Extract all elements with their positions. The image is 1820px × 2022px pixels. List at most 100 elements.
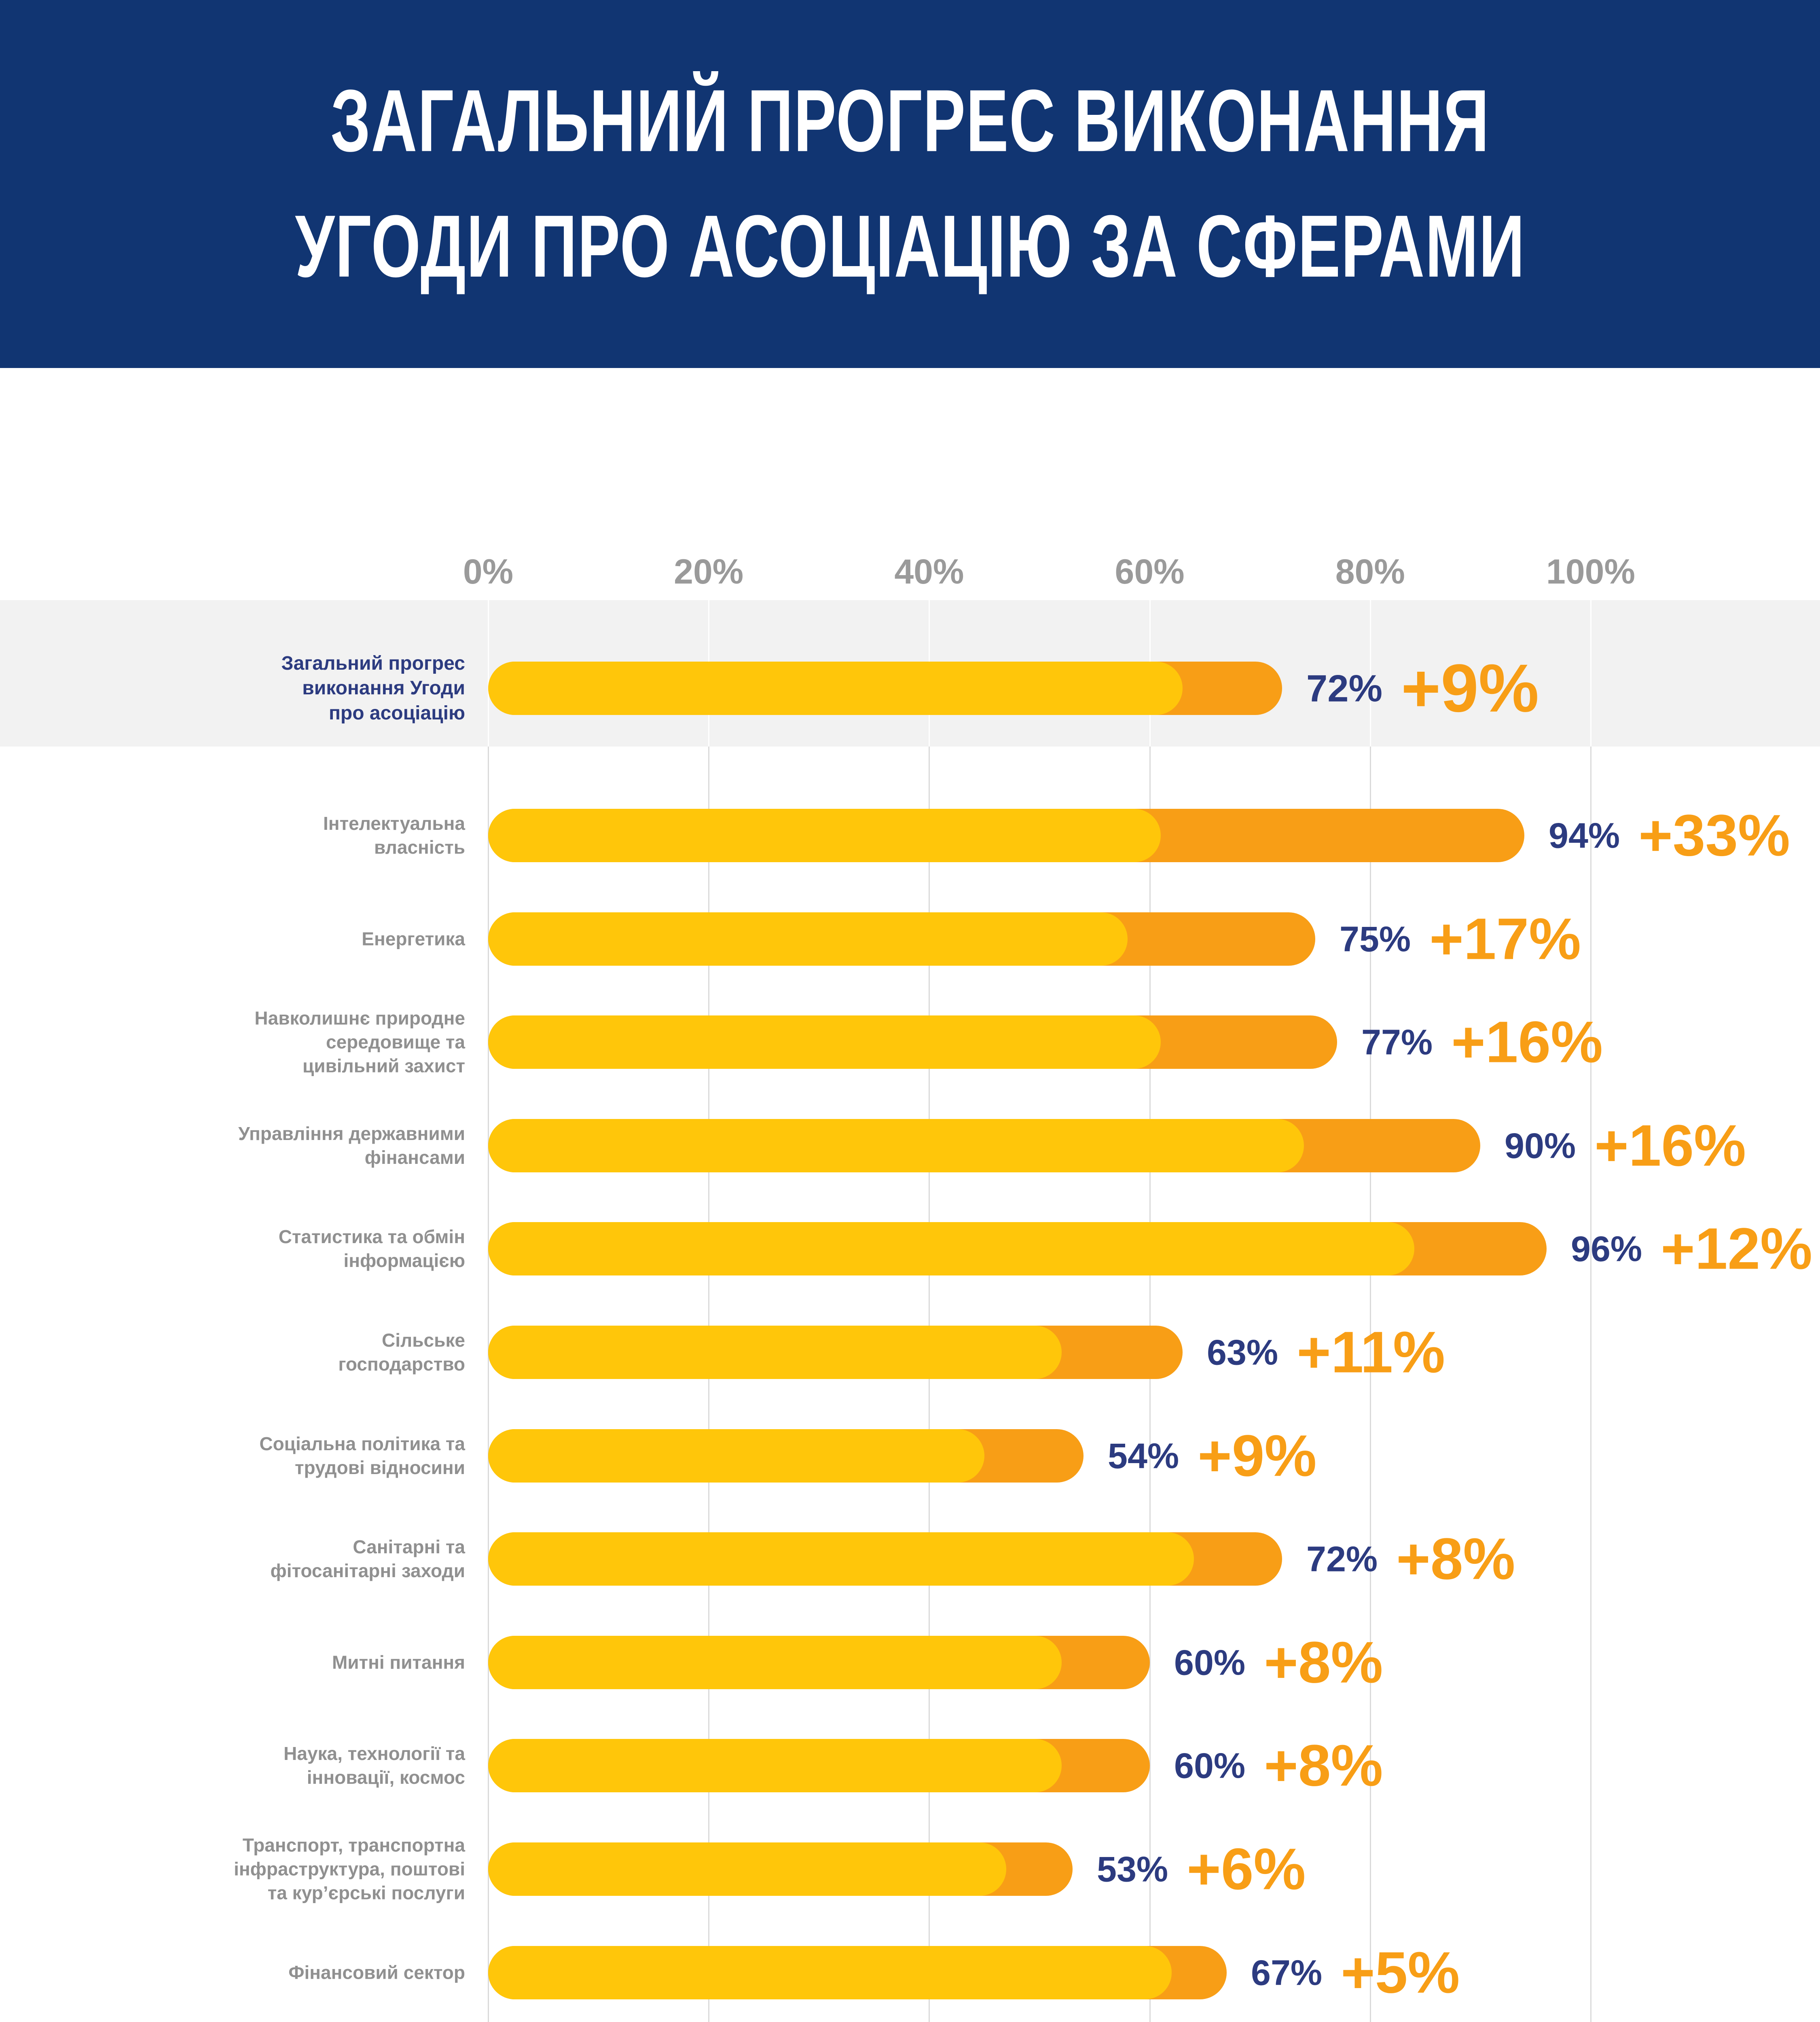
row-values: 94% +33% [1549, 802, 1790, 869]
bar-progress-segment [488, 1119, 1304, 1172]
bar-progress-segment [488, 809, 1161, 862]
delta-label: +8% [1264, 1629, 1383, 1695]
row-bar [488, 1222, 1591, 1275]
bar-progress-segment [488, 1222, 1414, 1275]
bar-progress-segment [488, 1946, 1172, 1999]
row-label: Сільське господарство [338, 1330, 465, 1375]
row-label: Санітарні та фітосанітарні заходи [270, 1536, 465, 1581]
delta-label: +12% [1661, 1216, 1813, 1282]
row-bar [488, 1429, 1591, 1483]
row-bar [488, 1636, 1591, 1689]
row-bar [488, 1326, 1591, 1379]
value-label: 94% [1549, 815, 1620, 855]
bar-progress-segment [488, 662, 1183, 715]
x-tick: 80% [1335, 552, 1405, 591]
value-label: 75% [1340, 919, 1411, 959]
value-label: 96% [1571, 1229, 1642, 1269]
row-label: Управління державними фінансами [238, 1123, 465, 1168]
row-label: Наука, технології та інновації, космос [284, 1743, 465, 1788]
bar-progress-segment [488, 1636, 1062, 1689]
row-bar [488, 809, 1591, 862]
header-band: ЗАГАЛЬНИЙ ПРОГРЕС ВИКОНАННЯ УГОДИ ПРО АС… [0, 0, 1820, 368]
delta-label: +16% [1451, 1009, 1603, 1075]
delta-label: +33% [1638, 802, 1790, 868]
value-label: 53% [1097, 1849, 1168, 1889]
row-label: Митні питання [332, 1652, 465, 1673]
value-label: 60% [1174, 1642, 1246, 1682]
x-tick: 100% [1546, 552, 1635, 591]
gridline [929, 607, 930, 2022]
row-label: Соціальна політика та трудові відносини [259, 1433, 465, 1478]
row-values: 60% +8% [1174, 1732, 1383, 1800]
delta-label: +9% [1198, 1423, 1317, 1489]
row-label: Енергетика [362, 928, 465, 950]
row-values: 63% +11% [1207, 1319, 1445, 1386]
row-label: Статистика та обмін інформацією [278, 1226, 465, 1271]
row-values: 90% +16% [1505, 1112, 1746, 1180]
bar-progress-segment [488, 912, 1128, 966]
gridlines [488, 607, 1591, 2022]
page-title-line1: ЗАГАЛЬНИЙ ПРОГРЕС ВИКОНАННЯ [330, 72, 1490, 171]
row-label: Загальний прогрес виконання Угоди про ас… [281, 652, 466, 724]
delta-label: +16% [1594, 1113, 1746, 1178]
row-values: 60% +8% [1174, 1629, 1383, 1696]
delta-label: +9% [1401, 650, 1539, 726]
row-bar [488, 662, 1591, 715]
gridline [488, 607, 489, 2022]
page-title: ЗАГАЛЬНИЙ ПРОГРЕС ВИКОНАННЯ УГОДИ ПРО АС… [295, 59, 1525, 309]
row-values: 96% +12% [1571, 1215, 1812, 1283]
delta-label: +17% [1429, 906, 1581, 972]
bar-progress-segment [488, 1326, 1062, 1379]
gridline [1590, 600, 1591, 747]
row-values: 67% +5% [1251, 1939, 1460, 2007]
row-values: 75% +17% [1340, 905, 1581, 973]
value-label: 54% [1108, 1436, 1179, 1476]
value-label: 90% [1505, 1125, 1576, 1165]
row-label: Транспорт, транспортна інфраструктура, п… [234, 1834, 465, 1904]
gridline [708, 607, 710, 2022]
row-bar [488, 1842, 1591, 1896]
delta-label: +5% [1341, 1940, 1460, 2005]
bar-progress-segment [488, 1429, 984, 1483]
x-tick: 0% [463, 552, 514, 591]
bar-progress-segment [488, 1842, 1007, 1896]
delta-label: +11% [1297, 1319, 1445, 1385]
value-label: 72% [1306, 1539, 1378, 1579]
page-title-line2: УГОДИ ПРО АСОЦІАЦІЮ ЗА СФЕРАМИ [295, 197, 1525, 296]
row-label: Фінансовий сектор [288, 1962, 465, 1983]
gridline [488, 600, 489, 747]
gridline [1590, 607, 1591, 2022]
delta-label: +8% [1396, 1526, 1515, 1592]
row-bar [488, 1946, 1591, 1999]
row-bar [488, 912, 1591, 966]
value-label: 72% [1306, 667, 1383, 709]
row-values: 54% +9% [1108, 1422, 1316, 1490]
gridline [1369, 600, 1371, 747]
x-tick: 40% [894, 552, 964, 591]
row-bar [488, 1532, 1591, 1586]
gridline [1149, 607, 1151, 2022]
value-label: 67% [1251, 1952, 1323, 1992]
row-label: Навколишнє природне середовище та цивіль… [254, 1007, 465, 1077]
bar-progress-segment [488, 1015, 1161, 1069]
row-values: 77% +16% [1361, 1009, 1603, 1076]
x-axis: 0% 20% 40% 60% 80% 100% [463, 552, 1635, 596]
x-tick: 20% [674, 552, 744, 591]
row-values: 72% +9% [1306, 649, 1539, 728]
row-values: 72% +8% [1306, 1525, 1515, 1593]
value-label: 60% [1174, 1745, 1246, 1785]
row-bar [488, 1015, 1591, 1069]
value-label: 63% [1207, 1332, 1278, 1372]
row-label: Інтелектуальна власність [323, 813, 465, 858]
gridline [1369, 607, 1371, 2022]
row-bar [488, 1119, 1591, 1172]
delta-label: +8% [1264, 1732, 1383, 1798]
row-values: 53% +6% [1097, 1836, 1306, 1903]
value-label: 77% [1361, 1022, 1433, 1062]
row-bar [488, 1739, 1591, 1792]
x-tick: 60% [1115, 552, 1185, 591]
delta-label: +6% [1187, 1836, 1306, 1902]
bar-progress-segment [488, 1739, 1062, 1792]
